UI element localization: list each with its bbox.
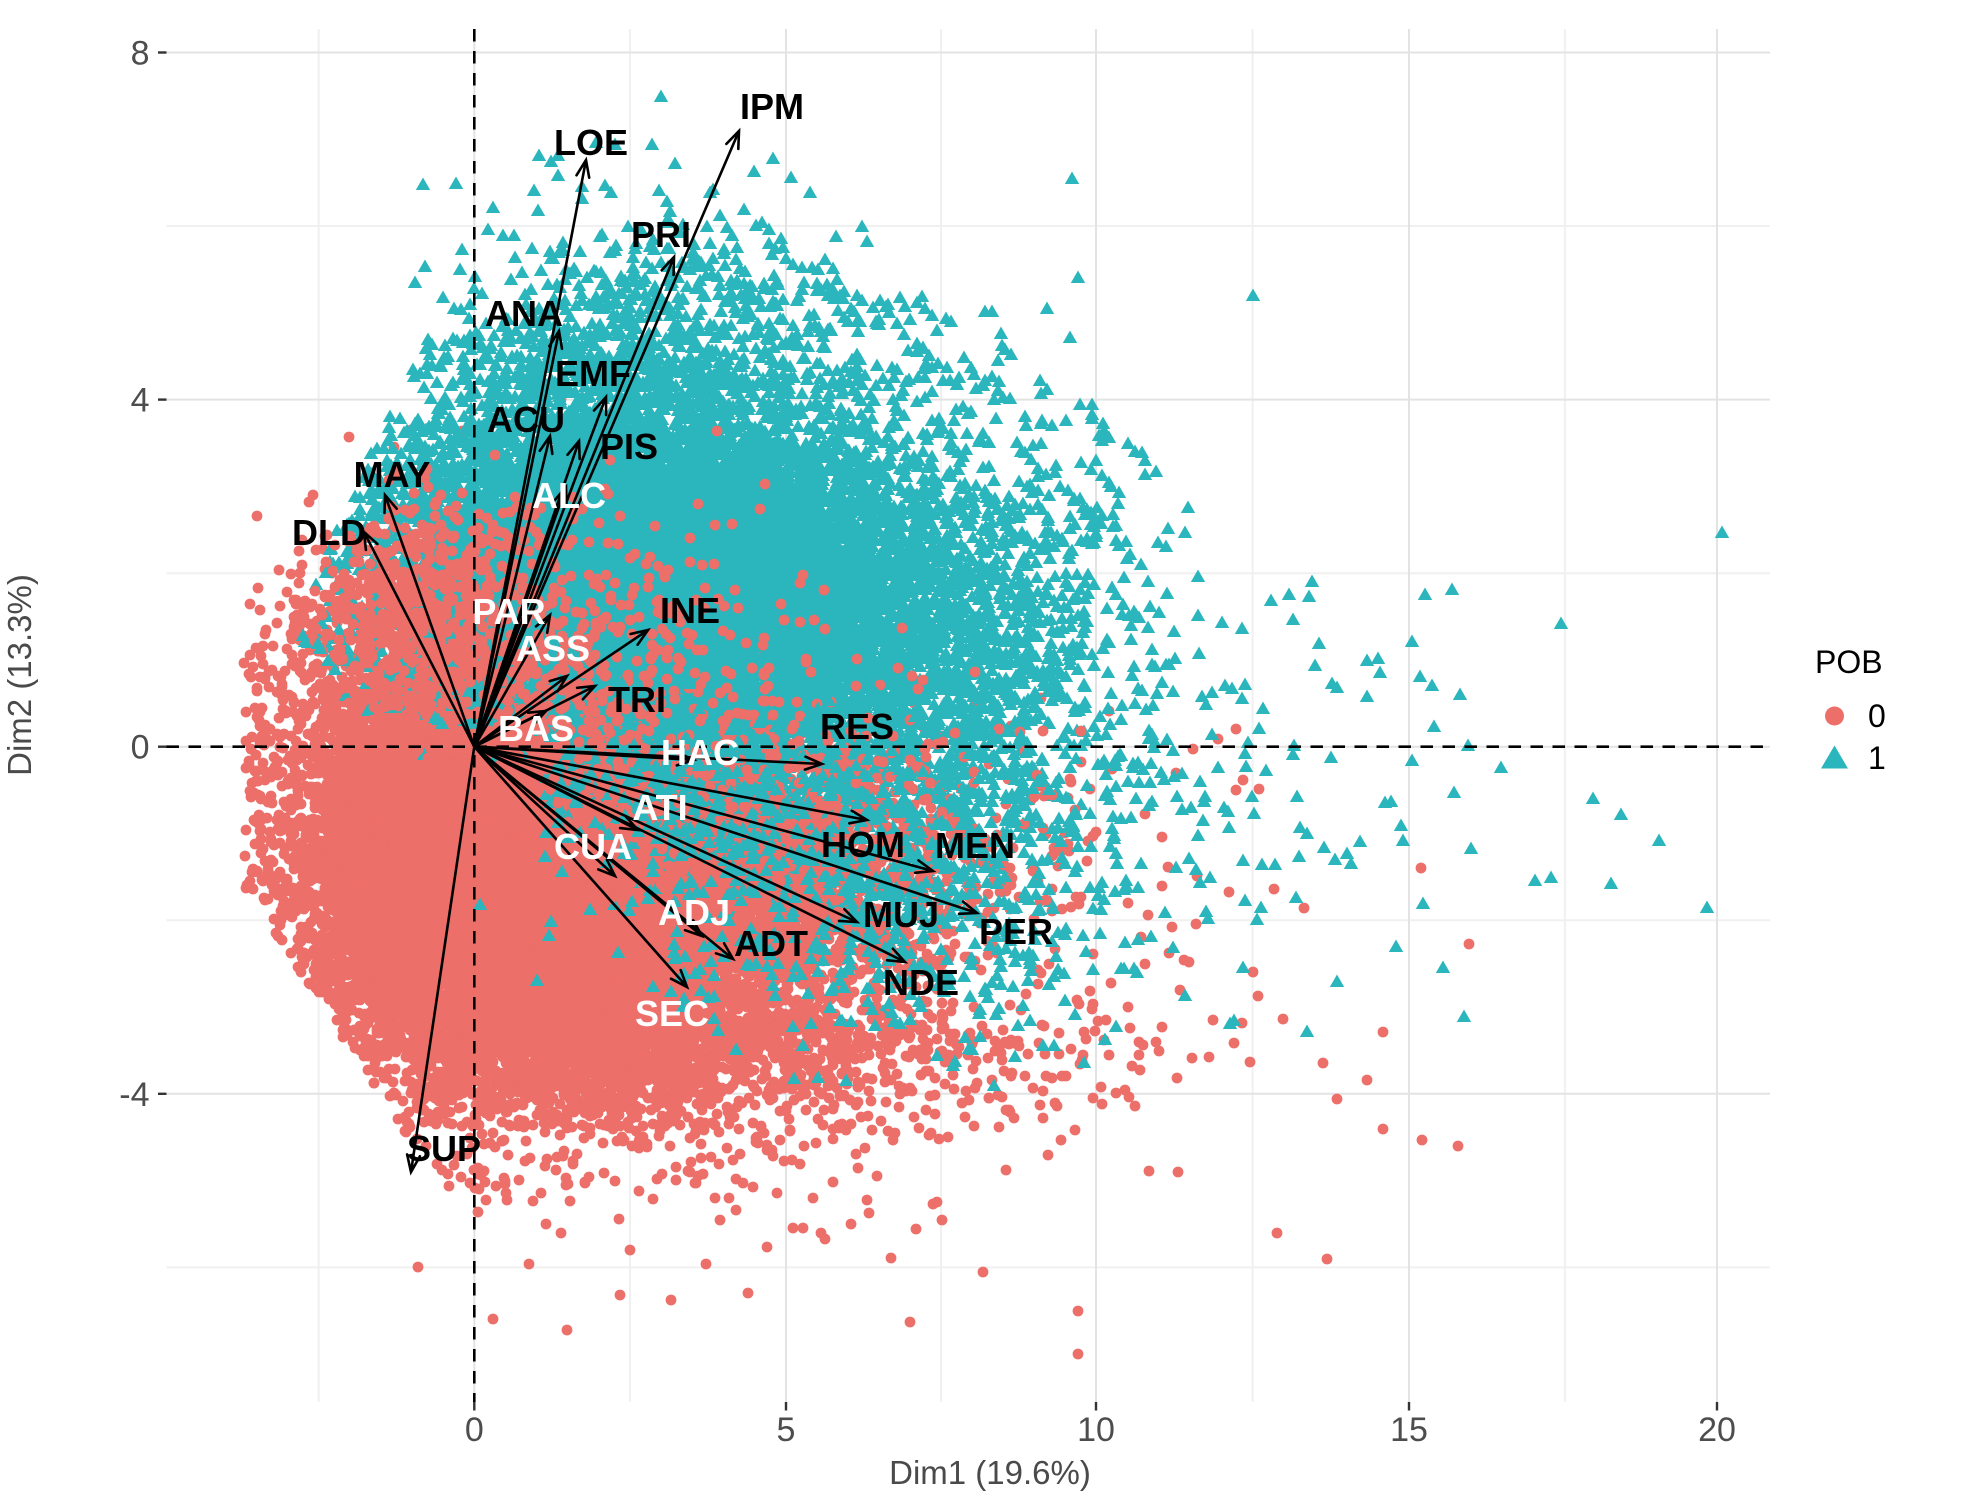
svg-text:1: 1 <box>1868 740 1886 776</box>
svg-text:ATI: ATI <box>632 787 687 828</box>
svg-text:ADT: ADT <box>734 923 808 964</box>
svg-text:HAC: HAC <box>661 732 739 773</box>
svg-text:NDE: NDE <box>883 962 959 1003</box>
svg-text:SUP: SUP <box>407 1128 481 1169</box>
svg-text:PER: PER <box>979 911 1053 952</box>
svg-text:HOM: HOM <box>821 824 905 865</box>
svg-text:4: 4 <box>131 382 150 420</box>
svg-text:Dim1 (19.6%): Dim1 (19.6%) <box>889 1454 1091 1491</box>
svg-text:MUJ: MUJ <box>863 894 939 935</box>
svg-text:ACU: ACU <box>487 399 565 440</box>
svg-text:ADJ: ADJ <box>658 892 730 933</box>
svg-text:0: 0 <box>1868 698 1886 734</box>
svg-text:0: 0 <box>131 729 150 767</box>
svg-text:POB: POB <box>1815 644 1883 680</box>
svg-text:BAS: BAS <box>498 708 574 749</box>
svg-text:PIS: PIS <box>600 426 658 467</box>
svg-text:SEC: SEC <box>635 993 709 1034</box>
svg-text:15: 15 <box>1390 1411 1428 1449</box>
svg-text:ASS: ASS <box>516 628 590 669</box>
svg-text:EMF: EMF <box>555 353 631 394</box>
svg-text:PAR: PAR <box>472 591 545 632</box>
svg-text:IPM: IPM <box>740 86 804 127</box>
svg-text:INE: INE <box>660 590 720 631</box>
svg-text:ANA: ANA <box>485 293 563 334</box>
svg-text:RES: RES <box>820 706 894 747</box>
svg-text:8: 8 <box>131 35 150 73</box>
svg-text:-4: -4 <box>119 1076 149 1114</box>
svg-text:20: 20 <box>1698 1411 1736 1449</box>
svg-text:MEN: MEN <box>935 825 1015 866</box>
svg-text:MAY: MAY <box>354 454 431 495</box>
svg-text:Dim2 (13.3%): Dim2 (13.3%) <box>1 574 38 776</box>
svg-text:CUA: CUA <box>554 826 632 867</box>
svg-text:0: 0 <box>465 1411 484 1449</box>
svg-text:5: 5 <box>777 1411 796 1449</box>
svg-text:TRI: TRI <box>608 679 666 720</box>
svg-text:DLD: DLD <box>292 512 366 553</box>
svg-text:ALC: ALC <box>532 475 606 516</box>
svg-text:LOE: LOE <box>554 122 628 163</box>
svg-text:10: 10 <box>1077 1411 1115 1449</box>
svg-text:PRI: PRI <box>631 214 691 255</box>
